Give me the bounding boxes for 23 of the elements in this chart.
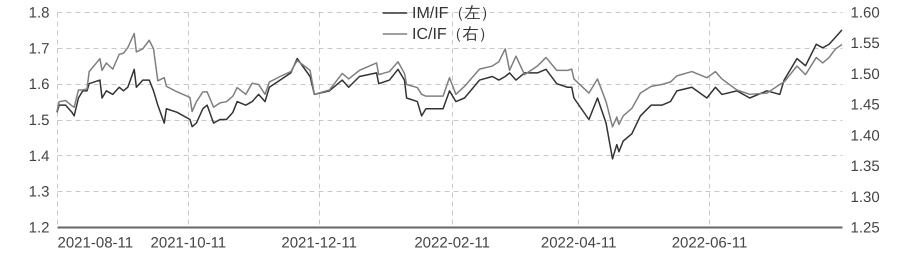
y2-tick-label: 1.25 — [850, 220, 880, 236]
y-tick-label: 1.6 — [28, 76, 50, 94]
y2-tick-label: 1.40 — [850, 127, 880, 144]
y2-tick-label: 1.50 — [850, 66, 880, 83]
x-tick-label: 2021-10-11 — [150, 234, 226, 252]
y2-tick-label: 1.55 — [850, 35, 880, 52]
x-tick-label: 2022-06-11 — [672, 234, 748, 252]
y2-tick-label: 1.30 — [850, 188, 880, 206]
y-tick-label: 1.2 — [28, 220, 50, 236]
y-tick-label: 1.5 — [28, 112, 50, 129]
x-tick-label: 2021-08-11 — [58, 234, 134, 252]
y2-tick-label: 1.45 — [850, 96, 880, 114]
x-tick-label: 2022-04-11 — [540, 234, 616, 252]
y-tick-label: 1.4 — [28, 148, 50, 165]
legend-label: IC/IF（右） — [412, 26, 495, 43]
y2-tick-label: 1.60 — [850, 4, 880, 22]
legend-label: IM/IF（左） — [412, 5, 496, 22]
x-tick-label: 2022-02-11 — [414, 234, 490, 252]
y-tick-label: 1.7 — [28, 40, 50, 58]
y-tick-label: 1.8 — [28, 4, 50, 22]
y2-tick-label: 1.35 — [850, 158, 880, 176]
y-tick-label: 1.3 — [28, 184, 50, 201]
x-tick-label: 2021-12-11 — [281, 234, 357, 252]
